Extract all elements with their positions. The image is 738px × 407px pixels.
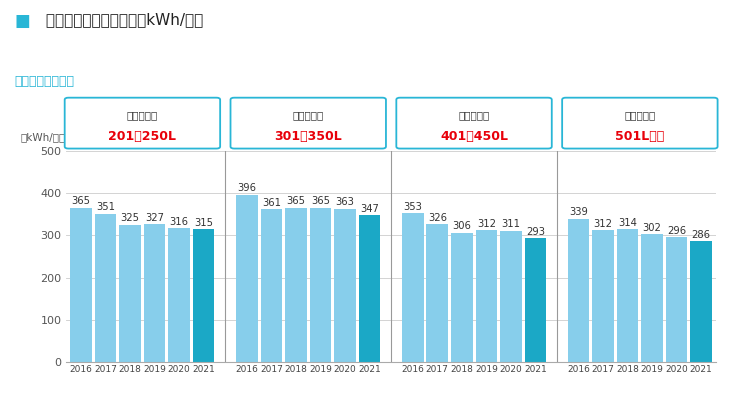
Text: 286: 286 bbox=[692, 230, 711, 240]
Bar bbox=[359, 215, 380, 362]
Text: 401～450L: 401～450L bbox=[440, 130, 508, 143]
Text: 353: 353 bbox=[404, 201, 422, 212]
Bar bbox=[236, 195, 258, 362]
Text: 306: 306 bbox=[452, 221, 472, 232]
Text: 定格内容積別比較: 定格内容積別比較 bbox=[15, 74, 75, 88]
Bar bbox=[641, 234, 663, 362]
Text: 365: 365 bbox=[72, 197, 91, 206]
Bar bbox=[144, 224, 165, 362]
Text: 316: 316 bbox=[170, 217, 189, 227]
Text: ■: ■ bbox=[15, 12, 30, 30]
Bar bbox=[593, 230, 614, 362]
Text: 315: 315 bbox=[194, 218, 213, 228]
Text: 定格内容積: 定格内容積 bbox=[127, 110, 158, 120]
Bar bbox=[285, 208, 307, 362]
Text: 339: 339 bbox=[569, 208, 588, 217]
Text: 296: 296 bbox=[667, 225, 686, 236]
Text: 325: 325 bbox=[120, 213, 139, 223]
Bar bbox=[500, 231, 522, 362]
Bar bbox=[451, 233, 472, 362]
Text: 351: 351 bbox=[96, 202, 115, 212]
Text: 501L以上: 501L以上 bbox=[615, 130, 664, 143]
Bar bbox=[193, 229, 215, 362]
Text: 201～250L: 201～250L bbox=[108, 130, 176, 143]
Bar bbox=[475, 230, 497, 362]
Bar bbox=[402, 213, 424, 362]
Bar bbox=[427, 224, 448, 362]
Text: 定格内容積: 定格内容積 bbox=[292, 110, 324, 120]
Text: 363: 363 bbox=[336, 197, 354, 207]
Text: 311: 311 bbox=[501, 219, 520, 229]
Text: 396: 396 bbox=[238, 183, 256, 193]
Text: 327: 327 bbox=[145, 212, 164, 223]
Text: （kWh/年）: （kWh/年） bbox=[21, 132, 66, 142]
Text: 293: 293 bbox=[526, 227, 545, 237]
Text: 312: 312 bbox=[593, 219, 613, 229]
Text: 347: 347 bbox=[360, 204, 379, 214]
Bar bbox=[525, 238, 546, 362]
Text: 314: 314 bbox=[618, 218, 637, 228]
Text: 365: 365 bbox=[286, 197, 306, 206]
Bar bbox=[310, 208, 331, 362]
Bar bbox=[690, 241, 712, 362]
Bar bbox=[666, 237, 687, 362]
Text: 定格内容積: 定格内容積 bbox=[624, 110, 655, 120]
Bar bbox=[261, 210, 282, 362]
Text: 301～350L: 301～350L bbox=[275, 130, 342, 143]
Bar bbox=[617, 229, 638, 362]
Text: 365: 365 bbox=[311, 197, 330, 206]
Bar bbox=[334, 208, 356, 362]
Bar bbox=[70, 208, 92, 362]
Text: 年間消費電力量の推移（kWh/年）: 年間消費電力量の推移（kWh/年） bbox=[41, 12, 203, 27]
Bar bbox=[95, 214, 117, 362]
Text: 302: 302 bbox=[643, 223, 661, 233]
Text: 361: 361 bbox=[262, 198, 281, 208]
Text: 326: 326 bbox=[428, 213, 446, 223]
Text: 312: 312 bbox=[477, 219, 496, 229]
Bar bbox=[568, 219, 590, 362]
Bar bbox=[168, 228, 190, 362]
Text: 定格内容積: 定格内容積 bbox=[458, 110, 490, 120]
Bar bbox=[120, 225, 141, 362]
